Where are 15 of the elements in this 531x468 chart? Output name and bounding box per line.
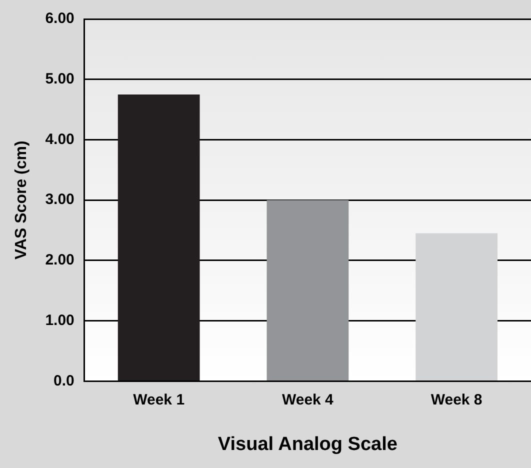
y-tick-label: 0.0: [54, 372, 74, 390]
x-axis-title: Visual Analog Scale: [218, 434, 398, 455]
y-tick-label: 6.00: [45, 10, 74, 28]
y-tick-label: 1.00: [45, 312, 74, 329]
y-tick-label: 2.00: [45, 252, 74, 269]
y-tick-label: 5.00: [45, 70, 74, 88]
bar: [118, 94, 200, 380]
y-axis-title: VAS Score (cm): [13, 140, 30, 260]
bar: [416, 233, 498, 380]
y-tick-label: 4.00: [45, 130, 74, 148]
x-tick-label: Week 4: [282, 391, 334, 408]
y-tick-label: 3.00: [45, 191, 74, 208]
x-tick-label: Week 8: [430, 391, 482, 408]
x-tick-label: Week 1: [133, 391, 185, 408]
bar: [266, 200, 349, 380]
